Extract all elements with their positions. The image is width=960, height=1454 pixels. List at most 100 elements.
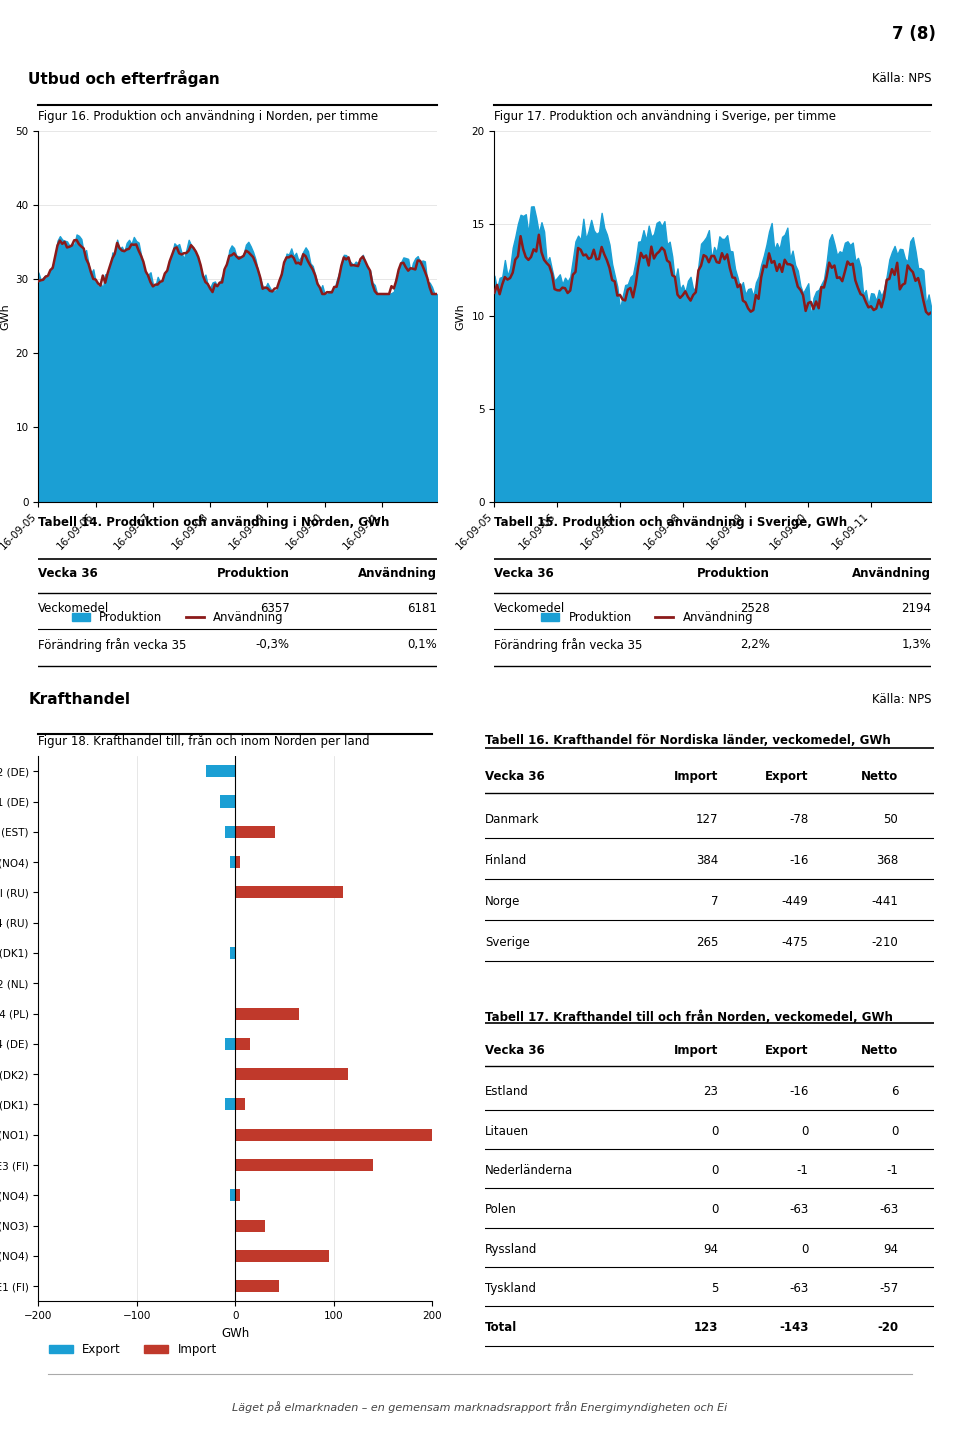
Text: 265: 265 (696, 936, 718, 949)
Text: Figur 16. Produktion och användning i Norden, per timme: Figur 16. Produktion och användning i No… (38, 109, 378, 122)
Text: 50: 50 (883, 813, 899, 826)
Text: Krafthandel: Krafthandel (29, 692, 131, 707)
Text: Förändring från vecka 35: Förändring från vecka 35 (38, 638, 187, 653)
Text: Produktion: Produktion (697, 567, 770, 580)
Text: Total: Total (485, 1322, 517, 1335)
Text: 2194: 2194 (901, 602, 931, 615)
Bar (235, 1038, 250, 1050)
Text: Figur 17. Produktion och användning i Sverige, per timme: Figur 17. Produktion och användning i Sv… (494, 109, 836, 122)
Text: 23: 23 (704, 1085, 718, 1098)
Text: -449: -449 (781, 894, 808, 907)
Text: 6357: 6357 (259, 602, 289, 615)
Legend: Produktion, Användning: Produktion, Användning (537, 606, 757, 630)
Text: 7: 7 (711, 894, 718, 907)
Text: Veckomedel: Veckomedel (38, 602, 109, 615)
Text: 7 (8): 7 (8) (892, 25, 936, 42)
Text: Import: Import (674, 769, 718, 782)
Bar (235, 1280, 279, 1293)
Text: Tabell 15. Produktion och användning i Sverige, GWh: Tabell 15. Produktion och användning i S… (494, 516, 848, 529)
Bar (235, 1069, 348, 1080)
Text: 94: 94 (704, 1243, 718, 1256)
Text: Utbud och efterfrågan: Utbud och efterfrågan (29, 70, 220, 87)
Text: -63: -63 (789, 1282, 808, 1296)
Text: 6181: 6181 (407, 602, 437, 615)
Bar (235, 1220, 265, 1232)
Text: Vecka 36: Vecka 36 (485, 769, 544, 782)
Text: 384: 384 (696, 853, 718, 867)
Text: Export: Export (765, 769, 808, 782)
Legend: Produktion, Användning: Produktion, Användning (67, 606, 288, 630)
Text: Estland: Estland (485, 1085, 529, 1098)
Text: -78: -78 (789, 813, 808, 826)
Text: Norge: Norge (485, 894, 520, 907)
Text: Ryssland: Ryssland (485, 1243, 538, 1256)
Y-axis label: GWh: GWh (0, 302, 10, 330)
Text: Polen: Polen (485, 1204, 516, 1216)
Text: -475: -475 (781, 936, 808, 949)
Text: Källa: NPS: Källa: NPS (872, 73, 931, 84)
Text: 123: 123 (694, 1322, 718, 1335)
Text: -16: -16 (789, 1085, 808, 1098)
Text: 0: 0 (801, 1124, 808, 1137)
Bar (235, 856, 240, 868)
Bar (235, 1159, 372, 1170)
Text: 368: 368 (876, 853, 899, 867)
Text: Vecka 36: Vecka 36 (494, 567, 554, 580)
Bar (226, 826, 235, 838)
Text: 0: 0 (711, 1163, 718, 1176)
Text: Förändring från vecka 35: Förändring från vecka 35 (494, 638, 643, 653)
Text: Tabell 16. Krafthandel för Nordiska länder, veckomedel, GWh: Tabell 16. Krafthandel för Nordiska länd… (485, 734, 891, 747)
Bar (235, 887, 344, 899)
Text: -63: -63 (789, 1204, 808, 1216)
Text: Tabell 17. Krafthandel till och från Norden, veckomedel, GWh: Tabell 17. Krafthandel till och från Nor… (485, 1011, 893, 1024)
Text: Export: Export (765, 1044, 808, 1057)
Bar (235, 1098, 245, 1111)
Bar (235, 1128, 432, 1141)
Text: Läget på elmarknaden – en gemensam marknadsrapport från Energimyndigheten och Ei: Läget på elmarknaden – en gemensam markn… (232, 1402, 728, 1413)
Text: Vecka 36: Vecka 36 (485, 1044, 544, 1057)
Text: Danmark: Danmark (485, 813, 540, 826)
Bar (226, 1098, 235, 1111)
Text: -1: -1 (886, 1163, 899, 1176)
Text: 1,3%: 1,3% (901, 638, 931, 651)
Text: 0: 0 (891, 1124, 899, 1137)
Text: Tyskland: Tyskland (485, 1282, 536, 1296)
Text: -143: -143 (779, 1322, 808, 1335)
X-axis label: GWh: GWh (221, 1326, 250, 1339)
Text: Tabell 14. Produktion och användning i Norden, GWh: Tabell 14. Produktion och användning i N… (38, 516, 390, 529)
Bar (205, 765, 235, 778)
Text: Netto: Netto (861, 769, 899, 782)
Text: Veckomedel: Veckomedel (494, 602, 565, 615)
Y-axis label: GWh: GWh (456, 302, 466, 330)
Text: -63: -63 (879, 1204, 899, 1216)
Text: 2528: 2528 (740, 602, 770, 615)
Text: -1: -1 (797, 1163, 808, 1176)
Text: -441: -441 (872, 894, 899, 907)
Text: Källa: NPS: Källa: NPS (872, 694, 931, 705)
Bar (230, 856, 235, 868)
Text: -16: -16 (789, 853, 808, 867)
Bar (235, 826, 275, 838)
Text: 94: 94 (883, 1243, 899, 1256)
Text: Figur 18. Krafthandel till, från och inom Norden per land: Figur 18. Krafthandel till, från och ino… (38, 734, 370, 747)
Text: 6: 6 (891, 1085, 899, 1098)
Text: Produktion: Produktion (217, 567, 289, 580)
Text: Netto: Netto (861, 1044, 899, 1057)
Text: 5: 5 (711, 1282, 718, 1296)
Bar (235, 1250, 328, 1262)
Bar (230, 1189, 235, 1201)
Text: Import: Import (674, 1044, 718, 1057)
Text: Användning: Användning (358, 567, 437, 580)
Text: Vecka 36: Vecka 36 (38, 567, 98, 580)
Text: -0,3%: -0,3% (255, 638, 289, 651)
Text: 2,2%: 2,2% (740, 638, 770, 651)
Legend: Export, Import: Export, Import (44, 1339, 222, 1361)
Bar (235, 1008, 300, 1019)
Text: -57: -57 (879, 1282, 899, 1296)
Bar (221, 795, 235, 807)
Text: -20: -20 (877, 1322, 899, 1335)
Text: -210: -210 (872, 936, 899, 949)
Text: Nederländerna: Nederländerna (485, 1163, 573, 1176)
Text: Sverige: Sverige (485, 936, 530, 949)
Text: 0: 0 (711, 1204, 718, 1216)
